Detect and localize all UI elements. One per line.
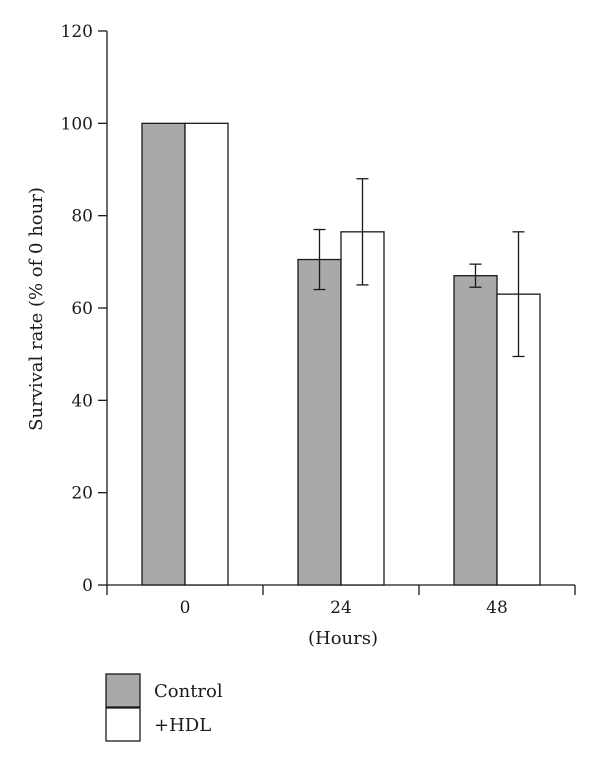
y-tick-label: 100 [61, 114, 93, 134]
y-tick-label: 120 [61, 22, 93, 42]
error-bar [313, 228, 326, 291]
bar-hdl-0 [184, 122, 229, 586]
legend-item: Control [105, 673, 223, 708]
bar-hdl-24 [340, 231, 385, 586]
y-tick-label: 0 [82, 576, 93, 596]
x-tick-label: 48 [486, 598, 508, 618]
error-bars [313, 178, 525, 358]
y-tick-label: 80 [71, 207, 93, 227]
y-axis: 0 20 40 60 80 100 120 [61, 22, 108, 596]
legend-swatch [105, 673, 141, 708]
x-tick-label: 24 [330, 598, 352, 618]
legend-item: +HDL [105, 707, 211, 742]
error-bar [469, 263, 482, 288]
bar-hdl-48 [496, 293, 541, 586]
y-tick-label: 20 [71, 484, 93, 504]
x-tick-label: 0 [180, 598, 191, 618]
error-bar [356, 178, 369, 286]
legend-label: +HDL [154, 715, 211, 736]
legend-swatch [105, 707, 141, 742]
bar-control-0 [141, 122, 186, 586]
bar-control-48 [453, 275, 498, 586]
y-axis-label: Survival rate (% of 0 hour) [26, 187, 47, 431]
x-axis: 0 24 48 [106, 584, 576, 618]
bar-control-24 [297, 258, 342, 586]
y-tick-label: 60 [71, 299, 93, 319]
bars [141, 122, 541, 586]
x-axis-label: (Hours) [308, 628, 378, 649]
error-bar [512, 231, 525, 358]
legend: Control +HDL [105, 673, 223, 742]
y-tick-label: 40 [71, 391, 93, 411]
legend-label: Control [154, 681, 223, 702]
